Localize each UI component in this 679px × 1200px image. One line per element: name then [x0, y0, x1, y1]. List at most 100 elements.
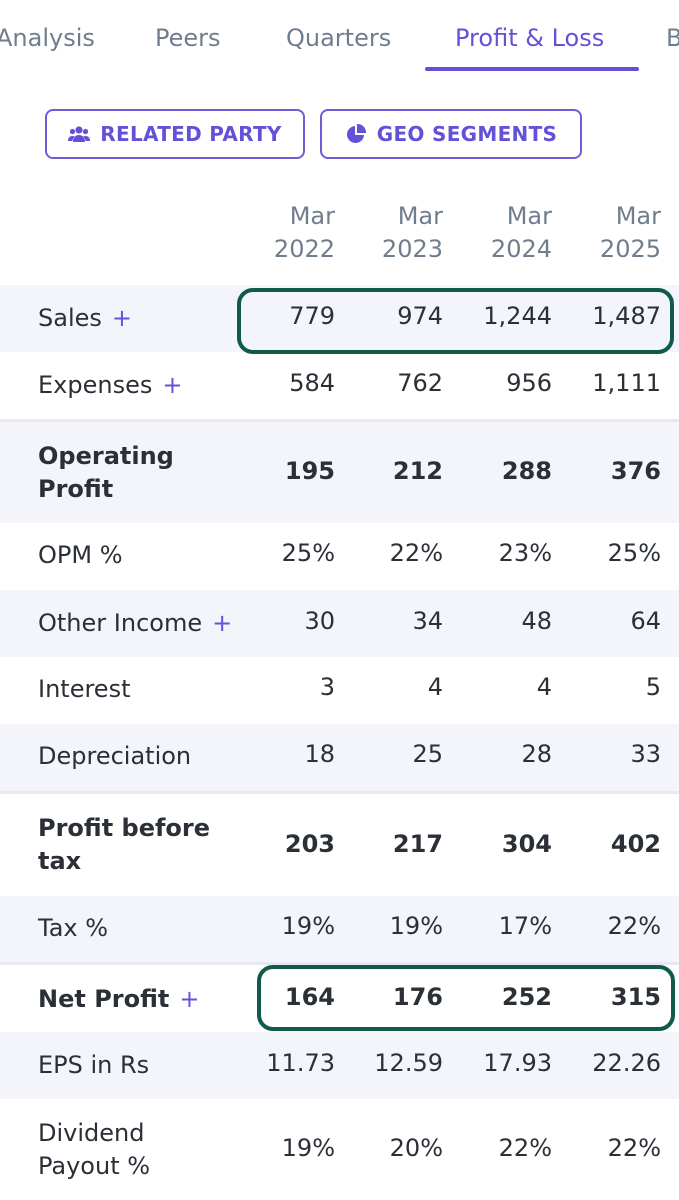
row-label-profit-before-tax: Profit before tax [38, 812, 210, 878]
table-cell: 4 [536, 673, 552, 701]
tab-analysis[interactable]: Analysis [0, 24, 95, 52]
table-cell: 19% [281, 1134, 335, 1162]
table-cell: 22% [607, 912, 661, 940]
table-cell: 762 [397, 369, 443, 397]
row-label-eps: EPS in Rs [38, 1049, 149, 1082]
row-label-dividend-payout: Dividend Payout % [38, 1117, 150, 1183]
table-cell: 956 [506, 369, 552, 397]
column-year: 2023 [381, 235, 443, 263]
table-cell: 22.26 [592, 1049, 661, 1077]
tab-quarters[interactable]: Quarters [286, 24, 392, 52]
table-cell: 25 [412, 740, 443, 768]
table-row-net-profit: Net Profit + 164 176 252 315 [0, 962, 679, 1035]
column-month: Mar [506, 202, 552, 230]
table-row-dividend-payout: Dividend Payout % 19% 20% 22% 22% [0, 1099, 679, 1200]
row-label-tax: Tax % [38, 912, 108, 945]
table-cell: 12.59 [374, 1049, 443, 1077]
table-row-depreciation: Depreciation 18 25 28 33 [0, 724, 679, 791]
row-label-line: Operating [38, 442, 174, 470]
row-label-opm: OPM % [38, 539, 123, 572]
table-cell: 25% [607, 539, 661, 567]
geo-segments-label: GEO SEGMENTS [376, 122, 558, 146]
table-cell: 11.73 [266, 1049, 335, 1077]
tab-peers[interactable]: Peers [155, 24, 221, 52]
row-label-text: Depreciation [38, 742, 192, 770]
table-row-interest: Interest 3 4 4 5 [0, 657, 679, 724]
table-cell: 5 [645, 673, 661, 701]
table-cell: 23% [498, 539, 552, 567]
table-cell: 252 [501, 983, 552, 1011]
table-cell: 779 [289, 302, 335, 330]
table-cell: 212 [392, 457, 443, 485]
table-cell: 19% [281, 912, 335, 940]
table-cell: 25% [281, 539, 335, 567]
table-cell: 4 [427, 673, 443, 701]
table-cell: 17.93 [483, 1049, 552, 1077]
table-cell: 164 [284, 983, 335, 1011]
expand-plus-icon[interactable]: + [179, 985, 200, 1013]
related-party-label: RELATED PARTY [100, 122, 282, 146]
column-year: 2022 [273, 235, 335, 263]
table-row-expenses: Expenses + 584 762 956 1,111 [0, 352, 679, 419]
row-label-text: Net Profit [38, 985, 170, 1013]
table-row-operating-profit: Operating Profit 195 212 288 376 [0, 419, 679, 523]
column-month: Mar [289, 202, 335, 230]
row-label-expenses[interactable]: Expenses + [38, 369, 182, 402]
table-cell: 30 [304, 607, 335, 635]
table-cell: 195 [284, 457, 335, 485]
row-label-text: EPS in Rs [38, 1051, 150, 1079]
related-party-button[interactable]: RELATED PARTY [45, 109, 305, 159]
active-tab-indicator [425, 67, 639, 71]
table-cell: 402 [610, 830, 661, 858]
row-label-text: Tax % [38, 914, 109, 942]
expand-plus-icon[interactable]: + [111, 304, 132, 332]
row-label-other-income[interactable]: Other Income + [38, 607, 232, 640]
table-cell: 33 [630, 740, 661, 768]
row-label-text: Expenses [38, 371, 153, 399]
geo-segments-button[interactable]: GEO SEGMENTS [320, 109, 582, 159]
table-row-profit-before-tax: Profit before tax 203 217 304 402 [0, 791, 679, 896]
row-label-line: tax [38, 847, 82, 875]
table-cell: 34 [412, 607, 443, 635]
expand-plus-icon[interactable]: + [212, 609, 233, 637]
table-cell: 3 [319, 673, 335, 701]
table-row-eps: EPS in Rs 11.73 12.59 17.93 22.26 [0, 1032, 679, 1099]
column-year: 2024 [490, 235, 552, 263]
table-cell: 217 [392, 830, 443, 858]
table-cell: 974 [397, 302, 443, 330]
table-row-opm: OPM % 25% 22% 23% 25% [0, 523, 679, 590]
table-cell: 22% [498, 1134, 552, 1162]
column-header-2022: Mar 2022 [215, 200, 335, 266]
table-cell: 315 [610, 983, 661, 1011]
row-label-interest: Interest [38, 673, 130, 706]
expand-plus-icon[interactable]: + [162, 371, 183, 399]
column-header-2024: Mar 2024 [432, 200, 552, 266]
row-label-line: Profit before [38, 814, 211, 842]
row-label-line: Dividend [38, 1119, 145, 1147]
tab-profit-loss[interactable]: Profit & Loss [455, 24, 605, 52]
tab-bar: Analysis Peers Quarters Profit & Loss B [0, 0, 679, 72]
table-cell: 1,487 [592, 302, 661, 330]
table-cell: 22% [389, 539, 443, 567]
table-row-sales: Sales + 779 974 1,244 1,487 [0, 285, 679, 352]
table-cell: 584 [289, 369, 335, 397]
table-cell: 376 [610, 457, 661, 485]
row-label-operating-profit: Operating Profit [38, 440, 174, 506]
row-label-sales[interactable]: Sales + [38, 302, 132, 335]
table-row-other-income: Other Income + 30 34 48 64 [0, 590, 679, 657]
table-cell: 17% [498, 912, 552, 940]
column-month: Mar [397, 202, 443, 230]
table-cell: 28 [521, 740, 552, 768]
tab-balance-sheet[interactable]: B [666, 24, 679, 52]
column-header-2023: Mar 2023 [323, 200, 443, 266]
row-label-text: Interest [38, 675, 131, 703]
row-label-net-profit[interactable]: Net Profit + [38, 983, 199, 1016]
table-row-tax: Tax % 19% 19% 17% 22% [0, 896, 679, 962]
row-label-text: Sales [38, 304, 102, 332]
row-label-line: Payout % [38, 1152, 151, 1180]
table-cell: 20% [389, 1134, 443, 1162]
row-label-line: Profit [38, 475, 114, 503]
table-cell: 176 [392, 983, 443, 1011]
pie-chart-icon [345, 123, 367, 145]
table-cell: 1,111 [592, 369, 661, 397]
